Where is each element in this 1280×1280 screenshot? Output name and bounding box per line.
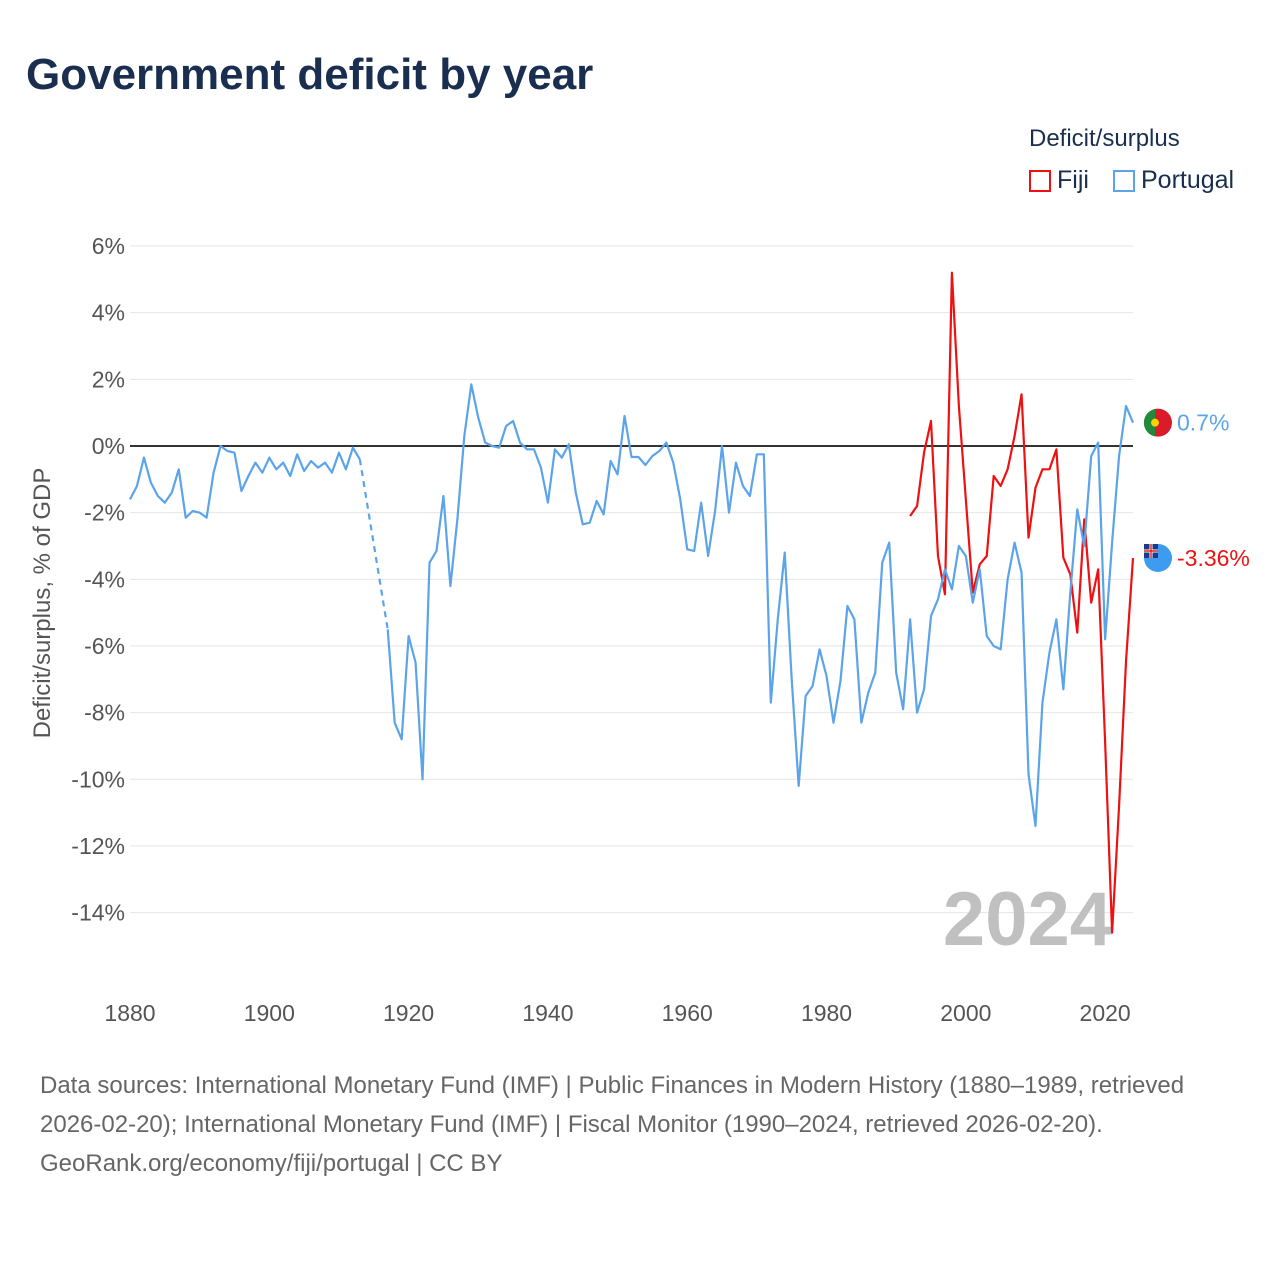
x-tick-label: 1880 xyxy=(104,1000,155,1026)
legend-swatch-portugal xyxy=(1113,169,1135,192)
end-label-fiji: -3.36% xyxy=(1177,545,1250,571)
y-tick-label: 4% xyxy=(92,300,125,326)
series-gap-portugal xyxy=(358,459,389,630)
legend-title: Deficit/surplus xyxy=(1029,125,1180,152)
flag-icon-fiji xyxy=(1144,543,1172,572)
x-tick-label: 2000 xyxy=(940,1000,991,1026)
legend-item-portugal[interactable]: Portugal xyxy=(1113,166,1234,195)
y-tick-label: 2% xyxy=(92,366,125,392)
x-tick-label: 1960 xyxy=(662,1000,713,1026)
y-tick-label: -10% xyxy=(71,766,125,792)
y-tick-label: 6% xyxy=(92,233,125,259)
x-tick-label: 1920 xyxy=(383,1000,434,1026)
chart-title: Government deficit by year xyxy=(26,50,594,99)
y-tick-label: -8% xyxy=(84,700,125,726)
x-tick-label: 1940 xyxy=(522,1000,573,1026)
end-label-portugal: 0.7% xyxy=(1177,410,1229,436)
footer: Data sources: International Monetary Fun… xyxy=(40,1066,1240,1183)
legend-swatch-fiji xyxy=(1029,169,1051,192)
year-label: 2024 xyxy=(943,877,1112,962)
y-tick-label: -14% xyxy=(71,900,125,926)
data-sources: Data sources: International Monetary Fun… xyxy=(40,1072,1185,1138)
legend-label-portugal: Portugal xyxy=(1141,166,1235,194)
x-tick-label: 2020 xyxy=(1080,1000,1131,1026)
series-line-portugal xyxy=(129,383,1135,828)
plot-area: 6% 4% 2% 0% -2% -4% -6% -8% -10% -12% -14% 1880 1900… xyxy=(29,233,1250,1026)
x-tick-label: 1900 xyxy=(244,1000,295,1026)
y-tick-label: 0% xyxy=(92,433,125,459)
legend-label-fiji: Fiji xyxy=(1057,166,1089,194)
y-tick-label: -6% xyxy=(84,633,125,659)
legend-item-fiji[interactable]: Fiji xyxy=(1029,166,1089,195)
x-tick-label: 1980 xyxy=(801,1000,852,1026)
y-axis-label: Deficit/surplus, % of GDP xyxy=(29,468,56,739)
y-tick-label: -4% xyxy=(84,566,125,592)
flag-icon-portugal xyxy=(1143,408,1172,437)
y-tick-label: -2% xyxy=(84,500,125,526)
series-line-fiji xyxy=(909,271,1135,934)
y-tick-label: -12% xyxy=(71,833,125,859)
credit-link[interactable]: GeoRank.org/economy/fiji/portugal | CC B… xyxy=(40,1150,503,1177)
